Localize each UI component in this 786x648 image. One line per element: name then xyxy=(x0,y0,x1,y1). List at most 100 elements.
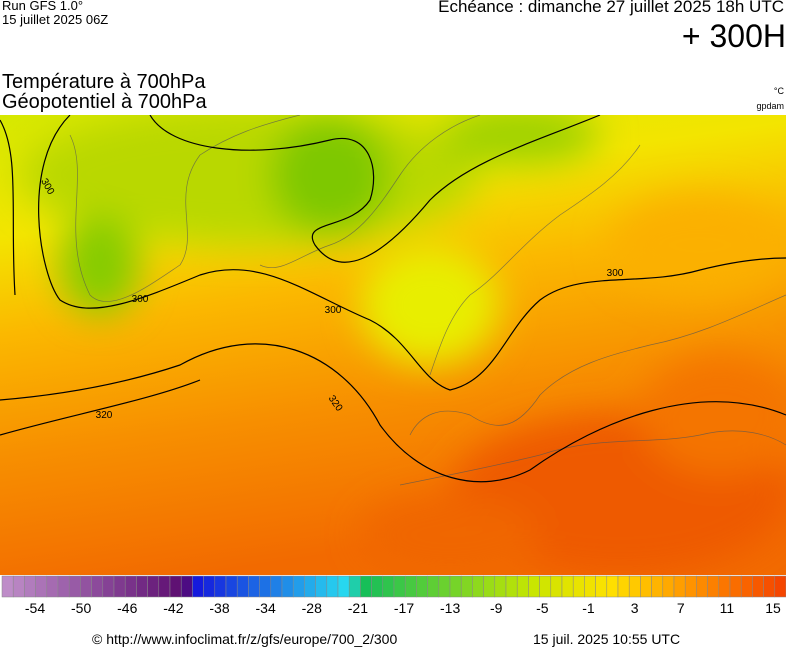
footer-generated: 15 juil. 2025 10:55 UTC xyxy=(533,631,681,647)
swatch xyxy=(12,575,25,598)
swatch xyxy=(393,575,406,598)
swatch xyxy=(550,575,563,598)
swatch xyxy=(259,575,272,598)
swatch xyxy=(35,575,48,598)
swatch xyxy=(326,575,339,598)
swatches xyxy=(1,575,786,598)
swatch xyxy=(684,575,697,598)
swatch xyxy=(57,575,70,598)
contour-label: 320 xyxy=(96,410,113,421)
swatch xyxy=(460,575,473,598)
geo-unit: gpdam xyxy=(756,101,784,111)
swatch xyxy=(46,575,59,598)
legend-tick-label: -13 xyxy=(440,600,460,615)
swatch xyxy=(68,575,81,598)
swatch xyxy=(427,575,440,598)
swatch xyxy=(752,575,764,598)
swatch xyxy=(214,575,227,598)
swatch xyxy=(348,575,361,598)
swatch xyxy=(606,575,619,598)
swatch xyxy=(673,575,686,598)
legend-tick-label: -46 xyxy=(117,600,137,615)
swatch xyxy=(248,575,260,598)
legend-tick-label: 7 xyxy=(677,600,685,615)
swatch xyxy=(292,575,305,598)
legend-tick-label: -34 xyxy=(256,600,276,615)
title-temperature: Température à 700hPa xyxy=(2,71,206,93)
swatch xyxy=(91,575,104,598)
swatch xyxy=(707,575,720,598)
swatch xyxy=(763,575,776,598)
swatch xyxy=(203,575,216,598)
swatch xyxy=(595,575,608,598)
valid-time: Echéance : dimanche 27 juillet 2025 18h … xyxy=(438,0,784,16)
swatch xyxy=(651,575,664,598)
contour-label: 300 xyxy=(607,268,624,279)
swatch xyxy=(337,575,350,598)
legend-tick-label: 3 xyxy=(631,600,639,615)
swatch xyxy=(584,575,596,598)
swatch xyxy=(236,575,249,598)
field-blobs xyxy=(20,115,786,575)
swatch xyxy=(113,575,126,598)
legend-tick-label: -17 xyxy=(394,600,414,615)
swatch xyxy=(628,575,641,598)
swatch xyxy=(147,575,160,598)
legend-tick-label: 15 xyxy=(765,600,781,615)
contour-label: 300 xyxy=(325,305,342,316)
run-label: Run GFS 1.0° xyxy=(2,0,84,13)
swatch xyxy=(617,575,630,598)
legend-ticks: -54 -50 -46 -42 -38 -34 -28 -21 -17 -13 -9 -5 -1 3 7 11… xyxy=(25,600,781,615)
legend-tick-label: -38 xyxy=(209,600,229,615)
legend-tick-label: 11 xyxy=(720,600,735,615)
swatch xyxy=(774,575,786,598)
legend-tick-label: -50 xyxy=(71,600,91,615)
legend-tick-label: -5 xyxy=(536,600,549,615)
swatch xyxy=(740,575,753,598)
swatch xyxy=(729,575,742,598)
swatch xyxy=(382,575,395,598)
swatch xyxy=(136,575,148,598)
swatch xyxy=(438,575,451,598)
swatch xyxy=(360,575,372,598)
lead-time: + 300H xyxy=(681,18,786,54)
swatch xyxy=(304,575,316,598)
swatch xyxy=(416,575,428,598)
contour-label: 300 xyxy=(132,294,149,305)
swatch xyxy=(404,575,417,598)
swatch xyxy=(192,575,204,598)
run-date: 15 juillet 2025 06Z xyxy=(2,12,109,27)
swatch xyxy=(371,575,384,598)
swatch xyxy=(472,575,484,598)
swatch xyxy=(281,575,294,598)
map: 300 300 300 300 320 320 xyxy=(0,115,786,575)
swatch xyxy=(640,575,652,598)
title-geopotential: Géopotentiel à 700hPa xyxy=(2,91,207,113)
temp-unit: °C xyxy=(773,86,784,96)
swatch xyxy=(494,575,507,598)
swatch xyxy=(528,575,540,598)
swatch xyxy=(270,575,283,598)
swatch xyxy=(516,575,529,598)
contours xyxy=(0,115,786,483)
legend-tick-label: -54 xyxy=(25,600,45,615)
swatch xyxy=(315,575,328,598)
swatch xyxy=(1,575,14,598)
swatch xyxy=(561,575,574,598)
legend-tick-label: -21 xyxy=(348,600,368,615)
legend-tick-label: -28 xyxy=(302,600,322,615)
swatch xyxy=(572,575,585,598)
legend-tick-label: -1 xyxy=(582,600,595,615)
swatch xyxy=(169,575,182,598)
swatch xyxy=(225,575,238,598)
legend-tick-label: -9 xyxy=(490,600,503,615)
swatch xyxy=(483,575,496,598)
swatch xyxy=(696,575,708,598)
swatch xyxy=(24,575,36,598)
swatch xyxy=(180,575,193,598)
swatch xyxy=(505,575,518,598)
swatch xyxy=(158,575,171,598)
swatch xyxy=(449,575,462,598)
swatch xyxy=(124,575,137,598)
footer-source: © http://www.infoclimat.fr/z/gfs/europe/… xyxy=(92,631,398,647)
